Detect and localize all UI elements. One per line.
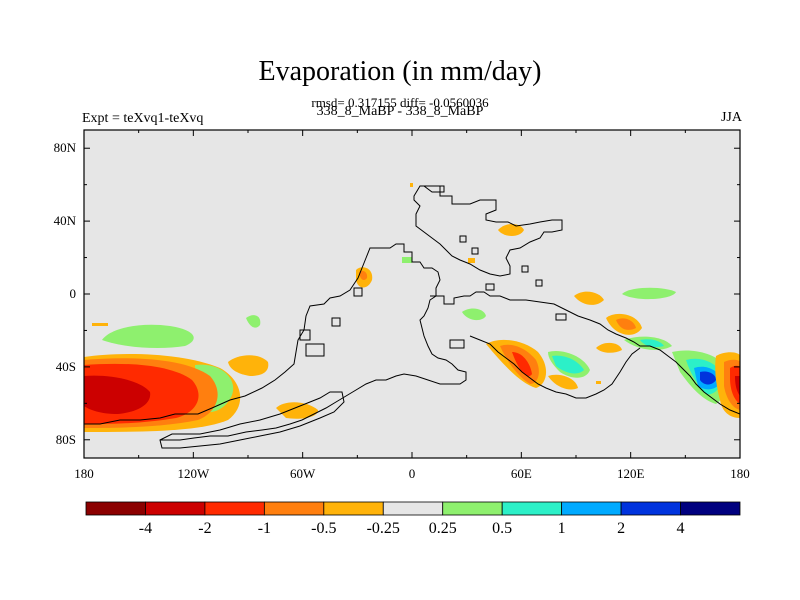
contour-south-indian-orange-2 <box>548 374 578 390</box>
colorbar-swatch <box>680 501 741 516</box>
colorbar-label: -0.25 <box>367 520 400 537</box>
chart-title: Evaporation (in mm/day) <box>258 56 542 87</box>
contour-darkorange-indonesia <box>616 318 636 330</box>
contour-dateline-red <box>730 365 740 404</box>
contour-green-south-america <box>246 315 261 328</box>
contour-south-indian-teal <box>552 355 584 374</box>
colorbar-label: 0.25 <box>429 520 457 537</box>
coastline-north-atlantic-islands <box>331 287 363 327</box>
colorbar-swatch <box>85 501 146 516</box>
contour-orange-far-north <box>410 183 413 187</box>
coastline-eurasia <box>413 185 563 277</box>
season-label: JJA <box>720 110 742 125</box>
contour-north-atlantic-darkorange <box>359 270 368 280</box>
coastline-indian-islands <box>449 313 567 349</box>
lat-tick-label: 40S <box>56 359 76 374</box>
colorbar-swatch <box>204 501 265 516</box>
lon-tick-label: 180 <box>74 466 94 481</box>
contour-south-pacific-green-band <box>102 324 194 348</box>
coastlines <box>84 185 740 449</box>
lon-tick-label: 120W <box>177 466 210 481</box>
colorbar-label: -2 <box>198 520 211 537</box>
colorbar-label: -4 <box>139 520 152 537</box>
colorbar-swatch <box>442 501 503 516</box>
contour-orange-bay-of-bengal <box>596 342 622 353</box>
contour-green-arabian-sea <box>462 308 486 321</box>
contour-teal-australia-east <box>640 339 664 348</box>
contour-orange-east-asia <box>498 224 524 236</box>
colorbar-swatch <box>501 501 563 516</box>
colorbar-swatch <box>145 501 206 516</box>
contour-green-north-africa <box>402 257 412 263</box>
colorbar-swatch <box>382 501 444 516</box>
coastline-south-america-detail <box>299 329 325 357</box>
colorbar-label: 2 <box>617 520 625 537</box>
colorbar: -4 -2 -1 -0.5 -0.25 0.25 0.5 1 2 4 <box>85 501 741 537</box>
contour-south-indian-red <box>512 352 532 377</box>
experiment-label: Expt = teXvq1-teXvq <box>82 111 204 126</box>
contour-fills <box>84 183 740 432</box>
colorbar-label: -0.5 <box>311 520 336 537</box>
contour-orange-dot-indian <box>596 381 601 384</box>
coastline-pacific-islands <box>485 265 543 291</box>
coastline-north-cap <box>422 185 445 193</box>
colorbar-swatch <box>561 501 622 516</box>
lon-tick-label: 60W <box>290 466 316 481</box>
lat-tick-label: 80N <box>54 140 77 155</box>
lon-tick-label: 0 <box>409 466 416 481</box>
colorbar-label: 0.5 <box>492 520 512 537</box>
contour-orange-south-atlantic-2 <box>276 402 318 419</box>
axes: 80N 40N 0 40S 80S 180 120W 60W 0 60E 120E 180 <box>54 130 750 481</box>
colorbar-swatch <box>620 501 681 516</box>
lat-tick-label: 0 <box>70 286 77 301</box>
chart-subtitle: rmsd= 0.317155 diff= -0.0560036 <box>311 95 489 110</box>
contour-southwest-pacific-darkblue <box>700 371 716 385</box>
contour-dateline-darkred <box>735 376 740 396</box>
coastline-americas <box>84 243 467 441</box>
lat-tick-label: 40N <box>54 213 77 228</box>
contour-green-west-pacific <box>622 287 676 300</box>
colorbar-label: -1 <box>258 520 271 537</box>
contour-orange-maritime-continent <box>574 291 604 305</box>
contour-orange-south-atlantic <box>228 355 269 376</box>
contour-southeast-pacific-darkred <box>84 375 151 414</box>
colorbar-label: 1 <box>558 520 566 537</box>
coastline-gondwana-lower <box>469 335 641 399</box>
contour-orange-central-asia <box>468 258 475 263</box>
colorbar-swatch <box>323 501 384 516</box>
lon-tick-label: 60E <box>511 466 532 481</box>
case-label: 338_8_MaBP - 338_8_MaBP <box>316 104 484 119</box>
colorbar-swatch <box>263 501 325 516</box>
contour-small-orange-west <box>92 323 108 326</box>
lon-tick-label: 180 <box>730 466 750 481</box>
coastline-antarctic-ridge <box>159 391 345 449</box>
lat-tick-label: 80S <box>56 432 76 447</box>
coastline-north-asia-islands <box>459 235 479 255</box>
colorbar-label: 4 <box>677 520 685 537</box>
coastline-southern-continent <box>430 291 740 415</box>
lon-tick-label: 120E <box>617 466 645 481</box>
